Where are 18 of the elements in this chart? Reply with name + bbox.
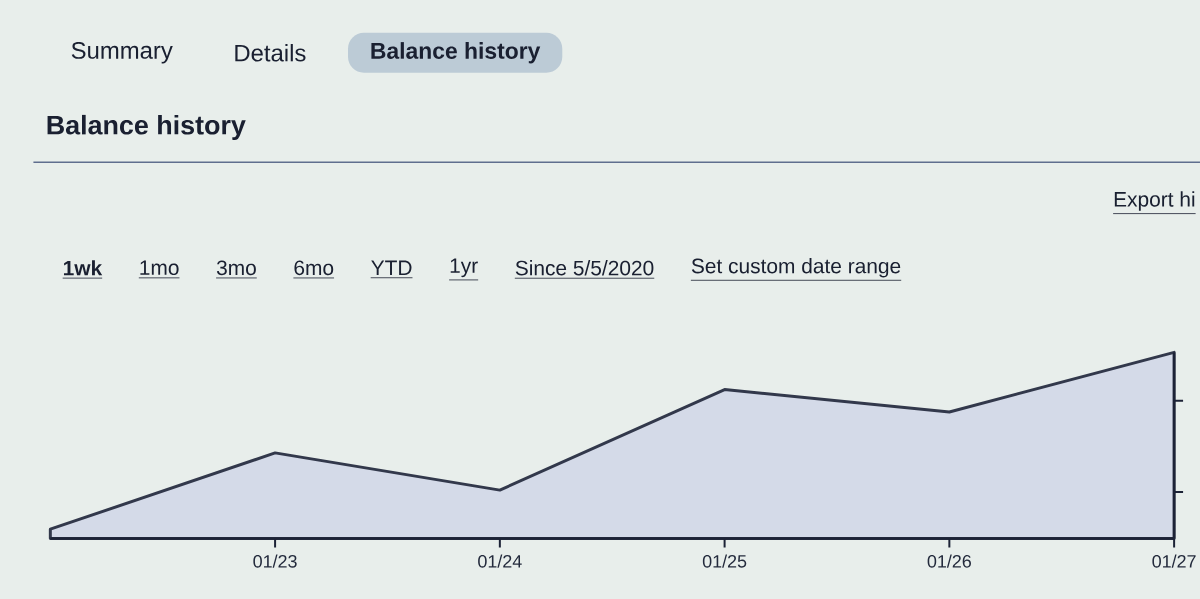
x-tick-label: 01/24: [478, 554, 522, 568]
text: Since 5/5/2020: [515, 259, 654, 276]
text: 6mo: [294, 260, 334, 276]
text: Details: [235, 43, 306, 62]
text: 1wk: [63, 260, 103, 276]
chart-title: Balance history: [47, 114, 246, 140]
text: 1mo: [140, 260, 179, 275]
x-tick-label: 01/26: [927, 554, 971, 568]
x-tick-label: 01/27: [1152, 554, 1196, 568]
text: 1yr: [450, 258, 478, 278]
text: Summary: [71, 41, 173, 64]
text: YTD: [371, 260, 412, 275]
x-tick-label: 01/23: [253, 554, 297, 568]
text: Set custom date range: [691, 257, 901, 278]
text: 3mo: [216, 260, 256, 276]
text: Export hi: [1114, 191, 1195, 211]
x-tick-label: 01/25: [702, 554, 747, 568]
text: Balance history: [371, 42, 541, 64]
